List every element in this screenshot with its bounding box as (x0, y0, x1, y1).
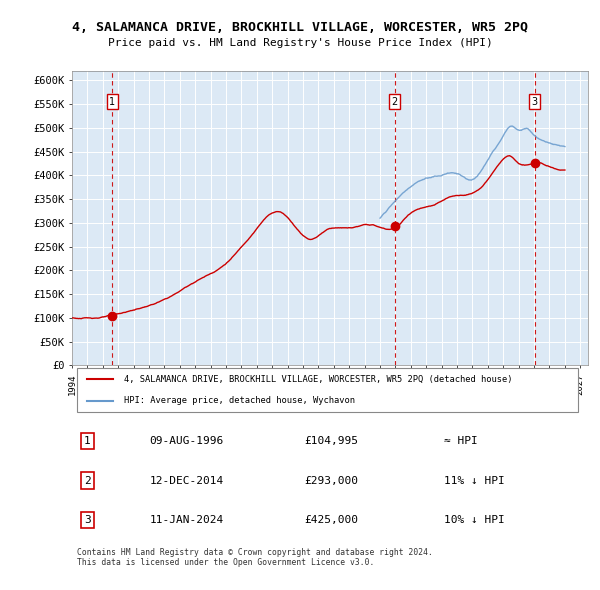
Text: £425,000: £425,000 (304, 515, 358, 525)
Text: ≈ HPI: ≈ HPI (443, 436, 477, 446)
Text: 4, SALAMANCA DRIVE, BROCKHILL VILLAGE, WORCESTER, WR5 2PQ (detached house): 4, SALAMANCA DRIVE, BROCKHILL VILLAGE, W… (124, 375, 512, 384)
Text: Price paid vs. HM Land Registry's House Price Index (HPI): Price paid vs. HM Land Registry's House … (107, 38, 493, 48)
Text: 2: 2 (84, 476, 91, 486)
Text: £293,000: £293,000 (304, 476, 358, 486)
Text: 09-AUG-1996: 09-AUG-1996 (149, 436, 224, 446)
Text: 2: 2 (392, 97, 398, 107)
Text: 10% ↓ HPI: 10% ↓ HPI (443, 515, 504, 525)
Text: £104,995: £104,995 (304, 436, 358, 446)
Text: Contains HM Land Registry data © Crown copyright and database right 2024.
This d: Contains HM Land Registry data © Crown c… (77, 548, 433, 567)
Text: 1: 1 (84, 436, 91, 446)
Text: 3: 3 (532, 97, 538, 107)
Text: 4, SALAMANCA DRIVE, BROCKHILL VILLAGE, WORCESTER, WR5 2PQ: 4, SALAMANCA DRIVE, BROCKHILL VILLAGE, W… (72, 21, 528, 34)
Text: 3: 3 (84, 515, 91, 525)
FancyBboxPatch shape (77, 368, 578, 412)
Text: 12-DEC-2014: 12-DEC-2014 (149, 476, 224, 486)
Text: 11-JAN-2024: 11-JAN-2024 (149, 515, 224, 525)
Text: 1: 1 (109, 97, 115, 107)
Text: 11% ↓ HPI: 11% ↓ HPI (443, 476, 504, 486)
Text: HPI: Average price, detached house, Wychavon: HPI: Average price, detached house, Wych… (124, 396, 355, 405)
